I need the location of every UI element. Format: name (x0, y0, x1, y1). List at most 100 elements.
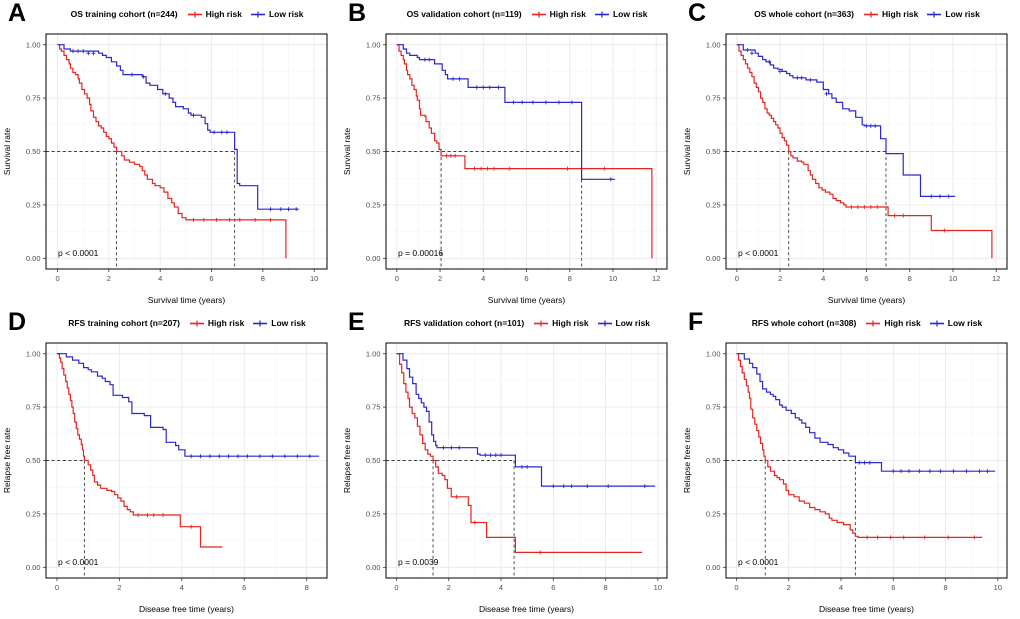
panel-title: RFS validation cohort (n=101) (403, 318, 525, 328)
legend: High risk Low risk (187, 9, 304, 19)
svg-text:2: 2 (787, 583, 791, 592)
svg-text:0.25: 0.25 (706, 510, 721, 519)
panel-letter: D (8, 308, 27, 336)
legend-item-low-risk: Low risk (597, 318, 650, 328)
panel-header: RFS training cohort (n=207) High risk Low… (0, 309, 340, 337)
svg-text:0.75: 0.75 (706, 403, 721, 412)
panel-header: OS validation cohort (n=119) High risk Lo… (340, 0, 680, 28)
svg-text:6: 6 (551, 583, 555, 592)
gridlines (726, 34, 1007, 269)
p-value-label: p < 0.0001 (738, 248, 779, 258)
svg-text:1.00: 1.00 (706, 349, 721, 358)
svg-text:4: 4 (839, 583, 843, 592)
svg-text:0.25: 0.25 (366, 510, 381, 519)
y-axis: 0.00 0.25 0.50 0.75 1.00 (26, 40, 46, 263)
series-low-risk (396, 353, 656, 489)
svg-text:0.00: 0.00 (706, 563, 721, 572)
median-reference-lines (46, 460, 85, 578)
series-high-risk (396, 353, 643, 555)
legend-item-low-risk: Low risk (252, 318, 306, 328)
svg-text:1.00: 1.00 (26, 349, 41, 358)
svg-text:0.25: 0.25 (26, 510, 41, 519)
y-axis: 0.00 0.25 0.50 0.75 1.00 (26, 349, 46, 572)
svg-text:0.25: 0.25 (366, 201, 381, 210)
svg-text:6: 6 (242, 583, 246, 592)
panel-letter: C (688, 0, 707, 27)
panel-header: RFS validation cohort (n=101) High risk L… (340, 309, 680, 337)
svg-text:0: 0 (395, 274, 399, 283)
legend-label: Low risk (945, 9, 980, 19)
p-value-label: p < 0.0001 (58, 248, 99, 258)
svg-text:0.50: 0.50 (26, 456, 41, 465)
legend-item-high-risk: High risk (863, 9, 918, 19)
svg-text:2: 2 (778, 274, 782, 283)
legend-key-line-icon (927, 11, 942, 17)
legend-label: High risk (884, 318, 921, 328)
x-axis: 0 2 4 6 8 10 12 (735, 269, 1000, 283)
panel-title: RFS whole cohort (n=308) (751, 318, 857, 328)
series-high-risk (57, 44, 287, 259)
legend-item-low-risk: Low risk (926, 9, 980, 19)
legend-label: Low risk (947, 318, 983, 328)
svg-text:2: 2 (107, 274, 111, 283)
km-plot: 0.00 0.25 0.50 0.75 1.00 Survival rate 0 2 4 6 8 10… (340, 28, 680, 309)
series-low-risk (56, 353, 320, 459)
km-plot: 0.00 0.25 0.50 0.75 1.00 Survival rate 0 2 4 6 8 10… (0, 28, 340, 309)
y-axis-title: Relapse free rate (342, 428, 352, 493)
x-axis: 0 2 4 6 8 (55, 578, 309, 592)
svg-text:6: 6 (891, 583, 895, 592)
legend-item-high-risk: High risk (187, 9, 242, 19)
y-axis-title: Survival rate (2, 128, 12, 176)
legend-key-line-icon (531, 11, 546, 17)
svg-text:0.75: 0.75 (366, 403, 381, 412)
svg-text:8: 8 (568, 274, 572, 283)
svg-text:2: 2 (117, 583, 121, 592)
y-axis-title: Survival rate (342, 128, 352, 176)
legend-label: High risk (205, 9, 242, 19)
svg-text:0: 0 (55, 274, 59, 283)
svg-text:8: 8 (908, 274, 912, 283)
svg-text:8: 8 (943, 583, 947, 592)
svg-text:0: 0 (734, 583, 738, 592)
svg-text:8: 8 (261, 274, 265, 283)
y-axis: 0.00 0.25 0.50 0.75 1.00 (366, 40, 386, 263)
legend-item-low-risk: Low risk (929, 318, 982, 328)
svg-text:0.50: 0.50 (366, 147, 381, 156)
km-panel-b: B OS validation cohort (n=119) High risk… (340, 0, 680, 309)
x-axis-title: Disease free time (years) (139, 604, 234, 614)
legend-label: Low risk (268, 9, 304, 19)
legend: High risk Low risk (863, 9, 980, 19)
series-high-risk (396, 44, 653, 259)
x-axis: 0 2 4 6 8 10 (734, 578, 1002, 592)
legend-label: Low risk (612, 9, 648, 19)
legend-key-line-icon (597, 320, 612, 326)
legend-label: High risk (549, 9, 586, 19)
legend-item-high-risk: High risk (533, 318, 589, 328)
svg-text:10: 10 (310, 274, 318, 283)
svg-text:0.25: 0.25 (26, 201, 41, 210)
panel-title: RFS training cohort (n=207) (68, 318, 180, 328)
svg-text:0.00: 0.00 (26, 563, 41, 572)
svg-text:0.00: 0.00 (366, 563, 381, 572)
panel-letter: F (688, 308, 704, 336)
x-axis: 0 2 4 6 8 10 12 (395, 269, 660, 283)
median-reference-lines (386, 460, 515, 578)
y-axis: 0.00 0.25 0.50 0.75 1.00 (366, 349, 386, 572)
p-value-label: p = 0.0039 (398, 557, 439, 567)
gridlines (46, 343, 327, 578)
svg-text:0.00: 0.00 (706, 254, 721, 263)
svg-text:6: 6 (209, 274, 213, 283)
km-panel-f: F RFS whole cohort (n=308) High risk Low … (680, 309, 1020, 618)
y-axis-title: Survival rate (682, 128, 692, 176)
svg-text:0.50: 0.50 (366, 456, 381, 465)
x-axis-title: Survival time (years) (828, 295, 906, 305)
svg-text:0: 0 (394, 583, 398, 592)
svg-text:4: 4 (499, 583, 503, 592)
svg-text:0.75: 0.75 (26, 94, 41, 103)
legend-key-line-icon (250, 11, 265, 17)
legend-item-high-risk: High risk (189, 318, 244, 328)
legend-item-high-risk: High risk (865, 318, 921, 328)
legend-label: High risk (882, 9, 919, 19)
svg-text:0.75: 0.75 (706, 94, 721, 103)
